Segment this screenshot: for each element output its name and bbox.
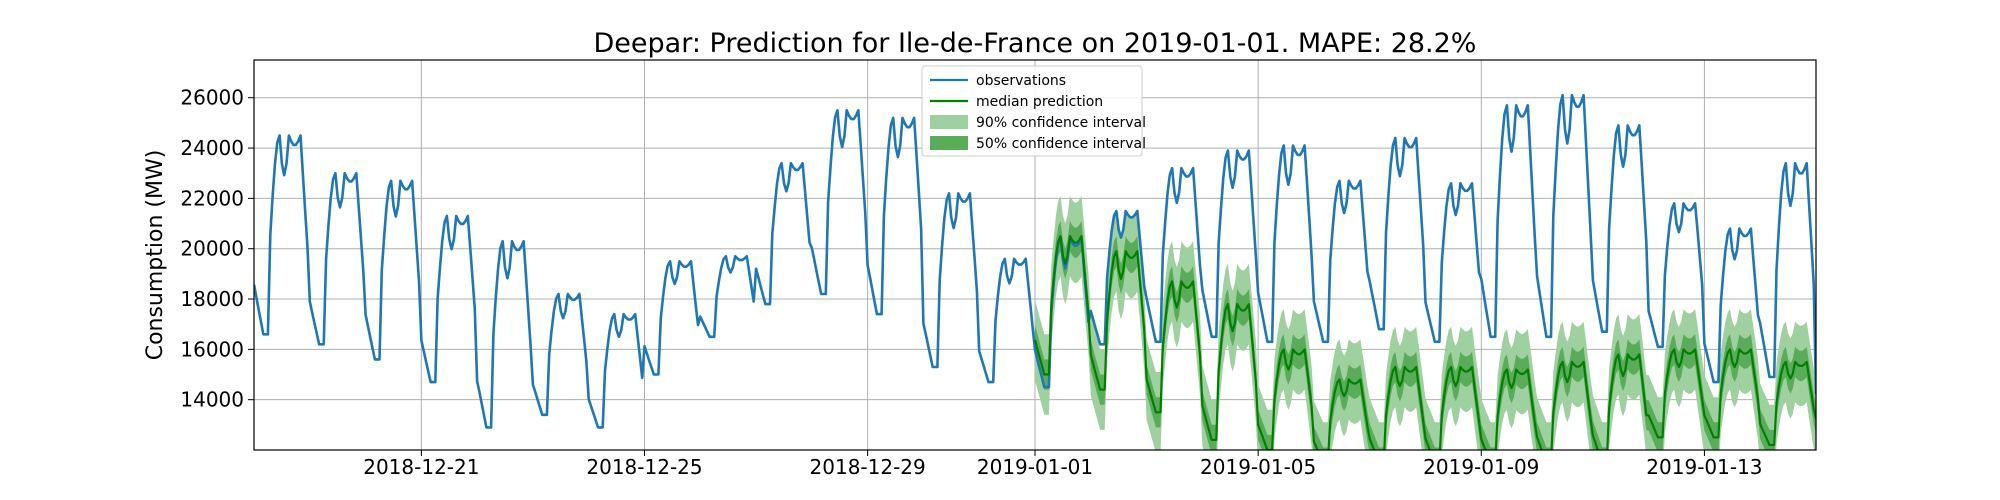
legend-label-50-confidence-interval: 50% confidence interval [976,136,1146,152]
y-tick-label: 22000 [180,186,244,210]
x-tick-label: 2018-12-25 [586,455,702,479]
y-tick-label: 14000 [180,388,244,412]
x-axis: 2018-12-21 2018-12-25 2018-12-29 2019-01-01… [363,450,1763,479]
x-tick-label: 2019-01-13 [1646,455,1762,479]
legend-swatch-50-confidence-interval [930,136,968,150]
legend-label-observations: observations [976,73,1066,89]
y-tick-label: 16000 [180,337,244,361]
chart-title: Deepar: Prediction for Ile-de-France on … [594,28,1477,59]
x-tick-label: 2019-01-09 [1423,455,1539,479]
legend-box [921,65,1143,157]
series-lines [254,93,1816,450]
x-tick-label: 2019-01-01 [977,455,1093,479]
ci90-band [1035,195,1816,450]
y-axis-label: Consumption (MW) [143,150,168,361]
y-tick-label: 20000 [180,237,244,261]
legend-label-90-confidence-interval: 90% confidence interval [976,115,1146,131]
y-tick-label: 24000 [180,136,244,160]
median-prediction-line [1033,235,1816,450]
y-axis: 14000 16000 18000 20000 22000 24000 26000 [180,86,254,412]
legend: observations median prediction 90% confide… [921,65,1146,157]
confidence-bands [1035,195,1816,450]
x-tick-label: 2018-12-29 [810,455,926,479]
x-tick-label: 2018-12-21 [363,455,479,479]
legend-swatch-90-confidence-interval [930,115,968,129]
x-tick-label: 2019-01-05 [1200,455,1316,479]
y-tick-label: 18000 [180,287,244,311]
y-tick-label: 26000 [180,86,244,110]
legend-label-median-prediction: median prediction [976,94,1103,110]
